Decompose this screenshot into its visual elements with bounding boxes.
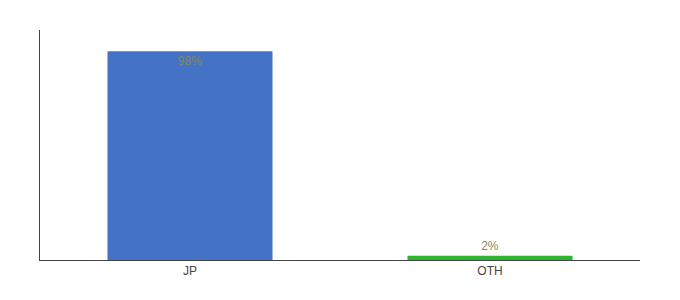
svg-text:OTH: OTH — [477, 264, 502, 278]
svg-text:JP: JP — [183, 264, 197, 278]
svg-text:98%: 98% — [178, 54, 202, 68]
svg-text:2%: 2% — [481, 239, 499, 253]
